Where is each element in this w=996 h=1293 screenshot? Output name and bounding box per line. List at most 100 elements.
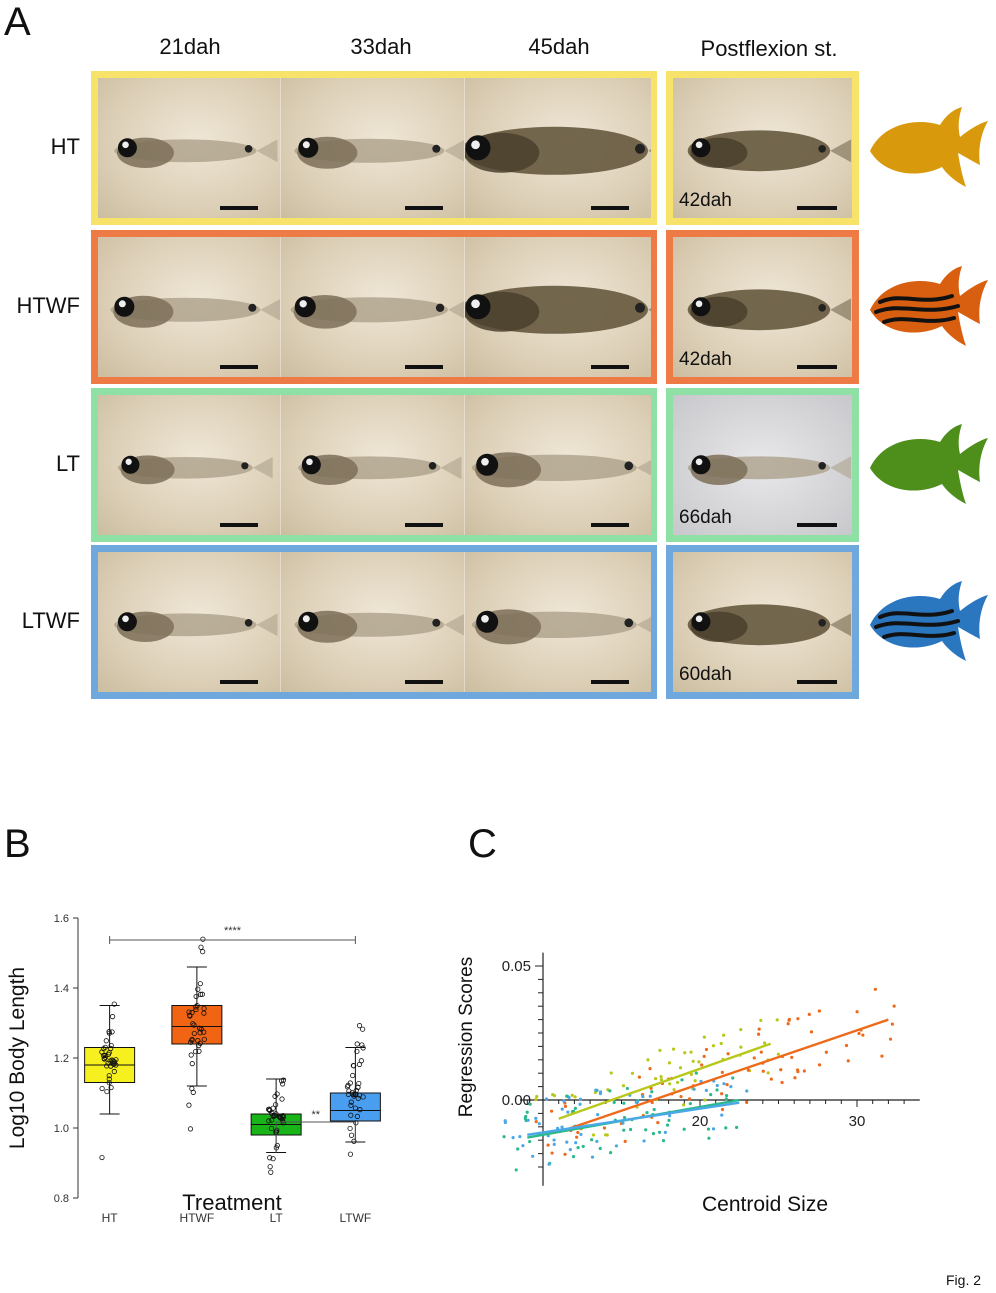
scatter-point-ltwf — [598, 1090, 603, 1094]
data-point — [269, 1117, 275, 1123]
data-point — [359, 1042, 365, 1048]
scale-bar — [220, 365, 258, 369]
scatter-point-htwf — [726, 1052, 730, 1056]
scatter-point-ltwf — [560, 1107, 564, 1111]
data-point — [274, 1091, 280, 1097]
data-point — [187, 1126, 194, 1132]
scatter-point-ht — [697, 1060, 701, 1064]
data-point — [186, 1102, 192, 1108]
data-point — [199, 991, 205, 997]
scatter-point-htwf — [637, 1075, 641, 1079]
scatter-point-ltwf — [560, 1125, 564, 1129]
scatter-point-ltwf — [663, 1130, 667, 1134]
scatter-point-lt — [576, 1145, 580, 1150]
scatter-point-ht — [719, 1041, 723, 1046]
scatter-point-ltwf — [745, 1089, 749, 1093]
scatter-point-lt — [581, 1144, 585, 1149]
data-point — [347, 1125, 353, 1132]
y-tick-label: 0.8 — [54, 1193, 69, 1205]
scatter-point-lt — [724, 1093, 729, 1098]
scatter-point-ltwf — [578, 1102, 582, 1106]
scatter-point-ht — [759, 1018, 763, 1023]
scatter-point-htwf — [786, 1022, 790, 1026]
x-tick-label: HT — [102, 1211, 119, 1225]
scatter-point-htwf — [861, 1033, 865, 1037]
x-tick-label: HTWF — [180, 1211, 215, 1225]
scatter-point-ht — [646, 1058, 650, 1062]
scatter-point-ht — [573, 1095, 577, 1099]
data-point — [347, 1080, 353, 1086]
scatter-point-htwf — [602, 1126, 607, 1130]
scatter-point-ltwf — [534, 1116, 538, 1120]
data-point — [101, 1056, 107, 1062]
data-point — [191, 1030, 197, 1037]
scatter-point-lt — [565, 1094, 569, 1098]
scatter-point-lt — [622, 1101, 626, 1105]
scatter-point-htwf — [809, 1030, 814, 1034]
scatter-point-ltwf — [594, 1088, 598, 1092]
data-point — [190, 1089, 196, 1095]
scatter-point-lt — [650, 1090, 654, 1094]
scatter-point-ht — [630, 1071, 635, 1075]
scatter-point-ht — [739, 1045, 743, 1049]
y-tick-label: 1.6 — [54, 913, 69, 925]
data-point — [270, 1156, 276, 1162]
scatter-point-htwf — [648, 1067, 652, 1071]
data-point — [109, 1014, 116, 1020]
scatter-point-lt — [706, 1127, 711, 1131]
data-point — [200, 949, 206, 955]
larva-photo — [280, 552, 465, 692]
data-point — [188, 1039, 194, 1045]
scatter-point-htwf — [769, 1077, 773, 1081]
photo-strip-htwf — [91, 230, 657, 384]
postflexion-photo-lt: 66dah — [666, 388, 859, 542]
row-label-ltwf: LTWF — [21, 608, 80, 633]
scatter-point-htwf — [757, 1027, 761, 1031]
data-point — [273, 1102, 279, 1108]
scatter-point-ltwf — [715, 1083, 719, 1088]
scatter-point-ltwf — [531, 1154, 535, 1158]
data-point — [109, 1029, 115, 1035]
scatter-point-ltwf — [596, 1113, 600, 1117]
scatter-point-htwf — [546, 1143, 550, 1147]
scatter-point-htwf — [844, 1043, 849, 1048]
larva-photo — [98, 395, 280, 535]
scatter-point-htwf — [817, 1009, 821, 1013]
postflexion-photo-image: 66dah — [673, 395, 852, 535]
data-point — [345, 1091, 351, 1097]
scatter-point-ltwf — [521, 1144, 525, 1148]
data-point — [348, 1102, 354, 1108]
fish-icon-lt — [870, 424, 988, 504]
scatter-point-ltwf — [579, 1132, 583, 1137]
significance-label: ** — [311, 1109, 320, 1121]
data-point — [266, 1118, 272, 1124]
scatter-point-htwf — [780, 1080, 784, 1085]
scatter-point-htwf — [704, 1047, 709, 1052]
scatter-point-ltwf — [565, 1140, 569, 1144]
data-point — [111, 1001, 117, 1007]
scatter-point-ht — [739, 1027, 743, 1032]
scatter-point-lt — [715, 1088, 719, 1092]
data-point — [187, 1013, 193, 1019]
x-axis-title: Centroid Size — [702, 1193, 828, 1216]
scatter-point-lt — [571, 1154, 576, 1159]
data-point — [353, 1091, 359, 1097]
scatter-point-ht — [535, 1094, 539, 1099]
scatter-point-ht — [667, 1061, 672, 1065]
data-point — [200, 936, 206, 942]
data-point — [189, 1036, 195, 1043]
scatter-point-lt — [667, 1118, 671, 1122]
data-point — [196, 1048, 202, 1054]
scatter-point-ltwf — [552, 1142, 556, 1146]
scatter-point-lt — [680, 1078, 684, 1082]
scatter-point-ht — [668, 1082, 672, 1086]
larva-photo — [280, 78, 465, 218]
data-point — [356, 1080, 362, 1087]
fish-icon-ht — [870, 107, 988, 187]
data-point — [108, 1084, 114, 1091]
larva-photo — [464, 237, 651, 377]
scatter-point-htwf — [575, 1135, 579, 1139]
scatter-point-lt — [608, 1089, 612, 1093]
data-point — [356, 1023, 363, 1029]
data-point — [196, 1042, 202, 1049]
